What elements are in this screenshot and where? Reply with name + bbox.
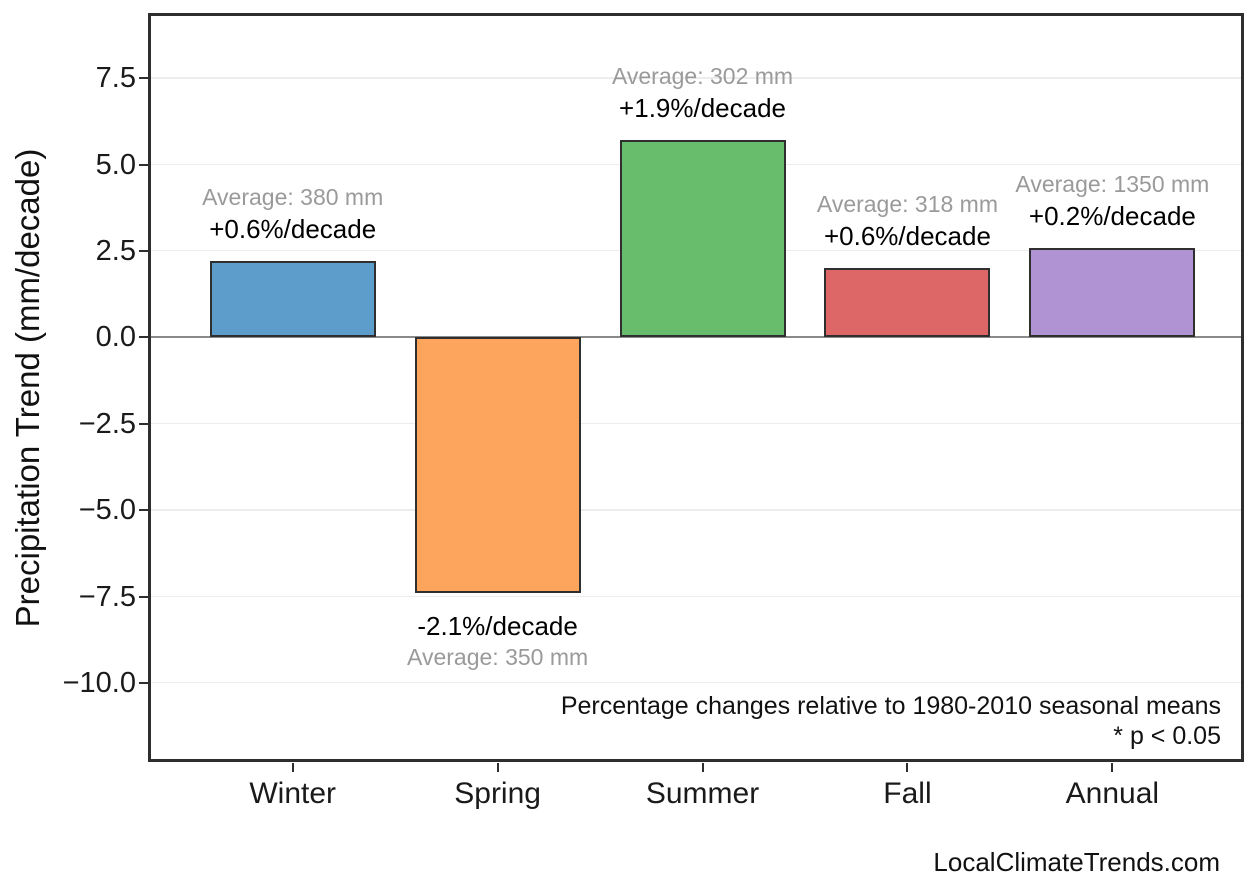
bar-percent-label: -2.1%/decade	[417, 611, 578, 642]
bar-average-label: Average: 1350 mm	[1015, 170, 1210, 197]
bar-average-label: Average: 302 mm	[611, 63, 794, 90]
bar-spring	[414, 337, 581, 594]
y-tick-label: 7.5	[95, 62, 136, 95]
y-tick-mark	[139, 249, 148, 252]
x-tick-label-spring: Spring	[454, 777, 541, 810]
y-tick-mark	[139, 595, 148, 598]
bar-summer	[619, 140, 786, 338]
bar-percent-label: +0.6%/decade	[823, 221, 991, 252]
watermark-link[interactable]: LocalClimateTrends.com	[933, 847, 1220, 877]
y-tick-label: −2.5	[78, 407, 136, 440]
footnote-line1: Percentage changes relative to 1980-2010…	[560, 692, 1221, 720]
y-tick-label: 0.0	[95, 321, 136, 354]
y-tick-mark	[139, 509, 148, 512]
x-tick-label-annual: Annual	[1065, 777, 1160, 810]
y-tick-mark	[139, 77, 148, 80]
x-tick-mark	[291, 763, 294, 772]
x-tick-mark	[906, 763, 909, 772]
x-tick-label-summer: Summer	[645, 777, 760, 810]
bar-percent-label: +1.9%/decade	[619, 93, 787, 124]
bar-average-label: Average: 318 mm	[816, 191, 999, 218]
y-tick-mark	[139, 422, 148, 425]
gridline	[151, 509, 1241, 511]
y-tick-mark	[139, 163, 148, 166]
gridline	[151, 595, 1241, 598]
x-tick-mark	[496, 763, 499, 772]
y-tick-label: −10.0	[62, 666, 136, 699]
x-tick-label-winter: Winter	[249, 777, 337, 810]
y-tick-label: 2.5	[95, 234, 136, 267]
bar-average-label: Average: 350 mm	[407, 644, 589, 671]
bar-average-label: Average: 380 mm	[202, 184, 384, 211]
y-tick-mark	[139, 336, 148, 339]
y-tick-label: −7.5	[78, 580, 136, 613]
y-tick-mark	[139, 681, 148, 684]
x-tick-mark	[1111, 763, 1114, 772]
y-tick-label: −5.0	[78, 494, 136, 527]
bar-winter	[209, 261, 376, 338]
bar-annual	[1029, 247, 1196, 338]
footnote-block: Percentage changes relative to 1980-2010…	[561, 691, 1221, 751]
gridline	[151, 681, 1241, 684]
y-tick-label: 5.0	[95, 148, 136, 181]
bar-fall	[824, 268, 991, 338]
zero-line	[151, 336, 1241, 339]
gridline	[151, 77, 1241, 79]
gridline	[151, 422, 1241, 425]
bar-percent-label: +0.6%/decade	[209, 214, 377, 245]
bar-percent-label: +0.2%/decade	[1028, 200, 1196, 231]
y-axis-label: Precipitation Trend (mm/decade)	[9, 148, 46, 628]
x-tick-mark	[701, 763, 704, 772]
plot-area: Percentage changes relative to 1980-2010…	[148, 13, 1244, 762]
x-tick-label-fall: Fall	[883, 777, 932, 810]
footnote-line2: * p < 0.05	[1113, 722, 1221, 750]
